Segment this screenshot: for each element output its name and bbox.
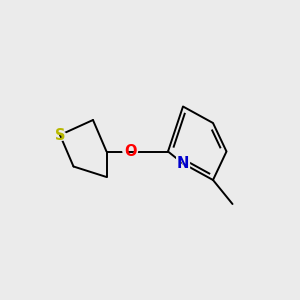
- Text: S: S: [52, 125, 68, 145]
- Text: N: N: [174, 154, 192, 173]
- Text: O: O: [124, 144, 137, 159]
- Text: O: O: [121, 142, 140, 161]
- Text: S: S: [55, 128, 65, 142]
- Text: N: N: [177, 156, 189, 171]
